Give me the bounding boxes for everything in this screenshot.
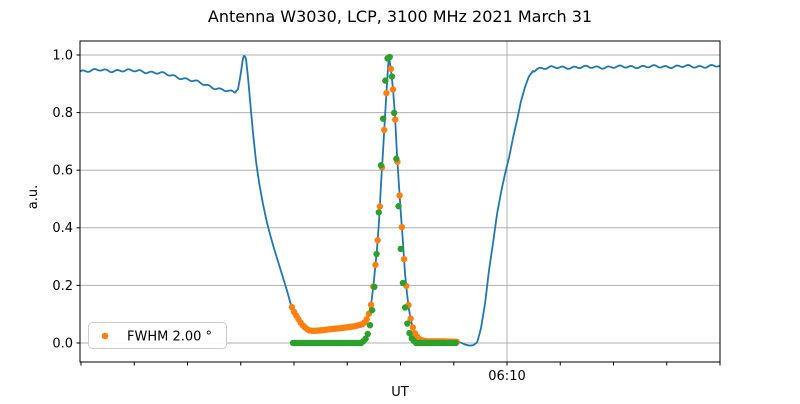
y-tick-label-0.4: 0.4 bbox=[52, 221, 73, 236]
legend-label: FWHM 2.00 ° bbox=[127, 330, 212, 345]
marker-dot-green bbox=[379, 115, 387, 122]
marker-dot-green bbox=[397, 245, 404, 253]
data-layer bbox=[79, 53, 721, 347]
y-tick-label-0.6: 0.6 bbox=[52, 164, 73, 179]
marker-dot-orange bbox=[381, 126, 388, 134]
marker-dot-orange bbox=[367, 301, 375, 309]
marker-dot-orange bbox=[400, 255, 408, 263]
plot-border bbox=[79, 40, 721, 363]
y-axis-label: a.u. bbox=[26, 185, 41, 209]
marker-dot-orange bbox=[407, 315, 414, 322]
marker-dot-orange bbox=[389, 86, 397, 93]
marker-dot-green bbox=[406, 329, 413, 337]
y-tick-label-1.0: 1.0 bbox=[52, 49, 73, 64]
x-tick-label-0610: 06:10 bbox=[488, 369, 525, 384]
marker-dot-orange bbox=[383, 89, 390, 97]
y-tick-label-0.8: 0.8 bbox=[52, 106, 73, 121]
marker-dot-green bbox=[399, 279, 407, 287]
marker-dot-green bbox=[362, 335, 369, 343]
marker-dot-orange bbox=[288, 303, 296, 311]
marker-dot-green bbox=[386, 53, 393, 61]
marker-dot-green bbox=[401, 304, 409, 311]
y-tick-label-0.2: 0.2 bbox=[52, 279, 73, 294]
legend-marker-icon bbox=[101, 332, 109, 340]
marker-dot-green bbox=[395, 203, 402, 210]
tick-layer bbox=[76, 54, 721, 366]
x-axis-label: UT bbox=[391, 385, 409, 400]
marker-dot-orange bbox=[374, 237, 381, 244]
marker-dot-green bbox=[373, 250, 380, 258]
marker-dot-green bbox=[371, 283, 378, 291]
legend: FWHM 2.00 ° bbox=[88, 322, 227, 349]
marker-dot-green bbox=[366, 321, 374, 329]
marker-dot-orange bbox=[392, 116, 399, 123]
marker-dot-orange bbox=[387, 65, 395, 73]
y-tick-label-0.0: 0.0 bbox=[52, 336, 73, 351]
marker-dot-green bbox=[375, 209, 382, 216]
marker-dot-orange bbox=[363, 316, 370, 323]
legend-box bbox=[88, 322, 227, 349]
marker-dot-green bbox=[364, 330, 371, 338]
marker-dot-orange bbox=[376, 203, 384, 210]
marker-dot-orange bbox=[409, 324, 417, 331]
marker-dot-orange bbox=[372, 261, 379, 269]
marker-dot-green bbox=[377, 162, 385, 169]
marker-dot-green bbox=[388, 73, 396, 80]
marker-dot-green bbox=[390, 109, 398, 117]
marker-dot-orange bbox=[396, 192, 403, 199]
marker-dot-green bbox=[368, 306, 376, 314]
marker-dot-green bbox=[452, 339, 459, 347]
marker-dot-green bbox=[382, 77, 389, 84]
signal-line bbox=[79, 54, 721, 347]
marker-dot-green bbox=[404, 320, 411, 327]
marker-dot-orange bbox=[398, 223, 406, 231]
marker-dot-green bbox=[393, 155, 400, 162]
chart-title: Antenna W3030, LCP, 3100 MHz 2021 March … bbox=[208, 7, 592, 26]
